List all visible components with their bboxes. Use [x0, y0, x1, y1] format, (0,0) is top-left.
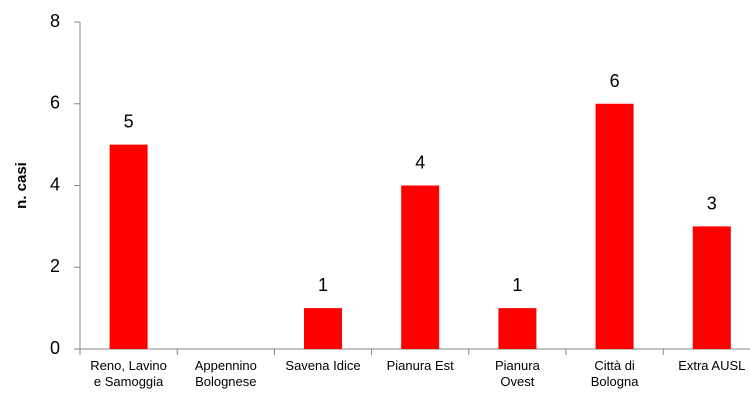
x-tick-label: Città di Bologna — [591, 358, 639, 389]
y-tick-label: 6 — [50, 93, 60, 113]
data-label: 6 — [610, 71, 620, 91]
bar — [401, 185, 440, 349]
bar — [595, 103, 634, 349]
bar — [304, 308, 342, 349]
x-tick-label: Savena Idice — [285, 358, 360, 373]
y-tick-label: 2 — [50, 256, 60, 276]
bar — [498, 308, 537, 349]
y-axis-title: n. casi — [13, 162, 30, 209]
data-label: 1 — [318, 275, 328, 295]
y-tick-label: 0 — [50, 338, 60, 358]
y-axis: 0 2 4 6 8 — [50, 11, 81, 358]
x-tick-label: Appennino Bolognese — [195, 358, 257, 389]
data-label: 3 — [707, 193, 717, 213]
y-tick-label: 4 — [50, 174, 60, 194]
x-tick-label: Pianura Ovest — [495, 358, 541, 389]
x-tick-label: Reno, Lavino e Samoggia — [90, 358, 167, 389]
data-labels: 5 1 4 1 6 3 — [124, 71, 717, 295]
bar — [692, 226, 731, 349]
data-label: 5 — [124, 112, 134, 132]
data-label: 1 — [512, 275, 522, 295]
bars — [109, 103, 731, 349]
bar — [109, 144, 148, 349]
y-tick-label: 8 — [50, 11, 60, 31]
data-label: 4 — [415, 153, 425, 173]
x-axis: Reno, Lavino e Samoggia Appennino Bolognese… — [79, 348, 750, 389]
x-tick-label: Extra AUSL — [678, 358, 745, 373]
x-tick-label: Pianura Est — [387, 358, 455, 373]
